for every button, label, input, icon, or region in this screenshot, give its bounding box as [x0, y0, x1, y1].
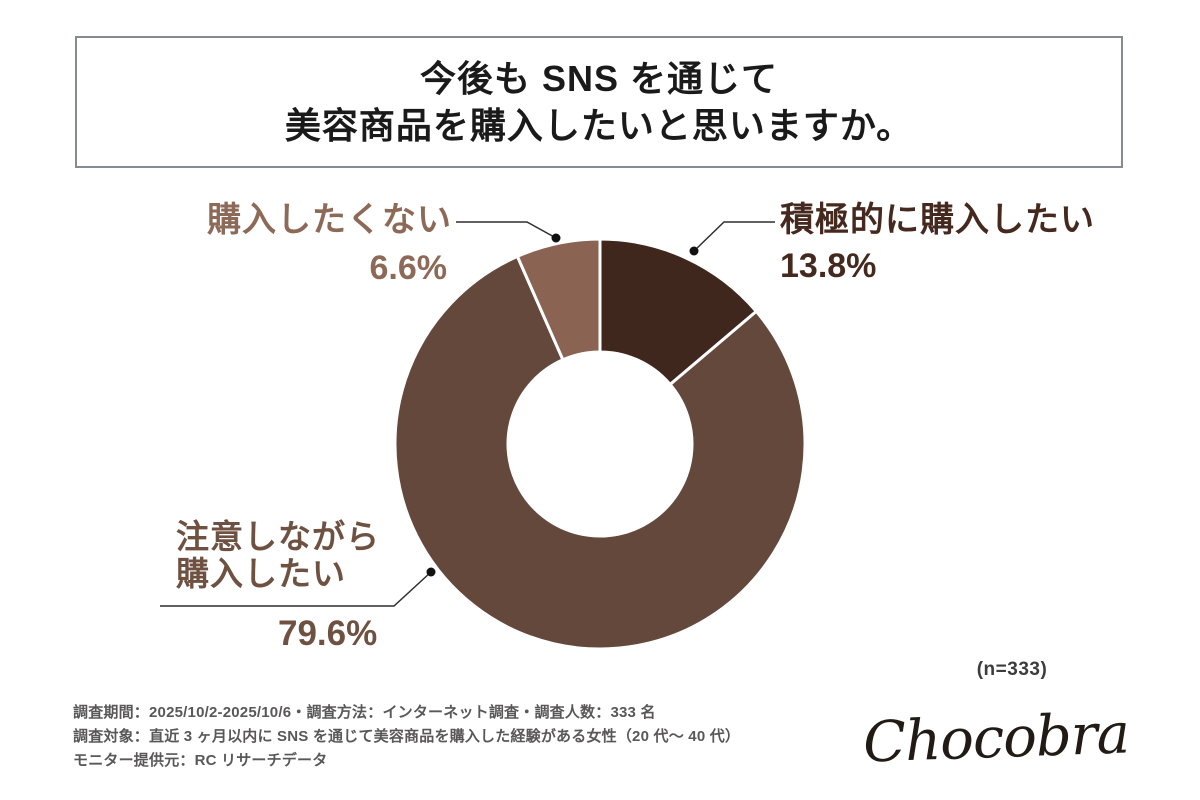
sample-size-label: (n=333) — [976, 659, 1048, 680]
leader-dot-right — [689, 246, 699, 256]
callout-cautious-label-line1: 注意しながら — [176, 518, 380, 555]
callout-positive-label: 積極的に購入したい — [780, 201, 1095, 239]
callout-negative-label: 購入したくない — [207, 201, 452, 239]
leader-dot-left — [551, 233, 561, 243]
callout-cautious-value: 79.6% — [278, 614, 378, 653]
leader-dots — [426, 233, 699, 577]
survey-footnote: 調査期間：2025/10/2-2025/10/6・調査方法：インターネット調査・… — [73, 701, 740, 773]
leader-line-left — [456, 221, 557, 239]
footnote-line-3: モニター提供元：RC リサーチデータ — [73, 752, 328, 769]
callout-cautious: 注意しながら 購入したい — [176, 518, 380, 592]
donut-segment — [393, 254, 807, 651]
leader-line-right — [693, 221, 775, 252]
callout-positive: 積極的に購入したい 13.8% — [780, 201, 1095, 283]
brand-logo: Chocobra — [862, 700, 1130, 776]
callout-negative: 購入したくない 6.6% — [140, 201, 452, 285]
leader-lines — [160, 221, 775, 607]
donut-segment — [598, 237, 759, 387]
callout-cautious-label-line2: 購入したい — [176, 555, 346, 592]
footnote-line-1: 調査期間：2025/10/2-2025/10/6・調査方法：インターネット調査・… — [73, 704, 656, 721]
donut-segments — [393, 237, 807, 651]
footnote-line-2: 調査対象：直近 3 ヶ月以内に SNS を通じて美容商品を購入した経験がある女性… — [73, 728, 741, 745]
callout-negative-value: 6.6% — [369, 249, 448, 287]
donut-segment — [515, 237, 602, 362]
callout-positive-value: 13.8% — [780, 247, 877, 285]
title-box: 今後も SNS を通じて 美容商品を購入したいと思いますか。 — [75, 36, 1123, 168]
leader-line-bottom — [160, 571, 432, 607]
leader-dot-bottom — [426, 567, 436, 577]
page-title-line-1: 今後も SNS を通じて — [419, 58, 779, 99]
page-title-line-2: 美容商品を購入したいと思いますか。 — [284, 105, 914, 146]
